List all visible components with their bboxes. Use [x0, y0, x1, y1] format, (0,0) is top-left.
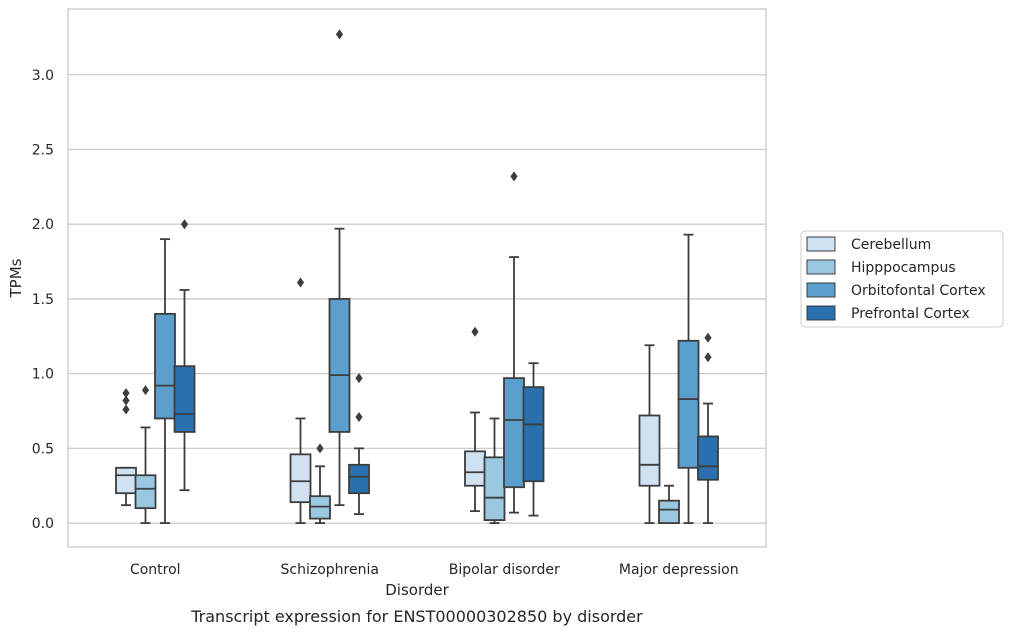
- y-tick-label: 1.0: [32, 367, 54, 383]
- box-plot: [115, 388, 137, 507]
- outlier-point: [704, 332, 712, 343]
- x-axis-title: Disorder: [385, 581, 449, 599]
- box-plot: [289, 277, 312, 524]
- legend-label: Cerebellum: [851, 237, 931, 253]
- box-plot: [677, 233, 700, 524]
- y-tick-label: 0.0: [32, 516, 54, 532]
- legend-swatch: [806, 236, 836, 252]
- legend-swatch: [806, 259, 836, 275]
- box-plot: [464, 326, 486, 513]
- legend: Cerebellum Hipppocampus Orbitofontal Cor…: [800, 230, 1004, 328]
- box-plot: [638, 344, 661, 524]
- box-plot: [348, 373, 370, 516]
- box-iqr: [677, 339, 700, 469]
- outlier-point: [355, 411, 363, 422]
- box-plot: [309, 443, 331, 524]
- box-plot: [522, 362, 545, 517]
- y-tick-label: 2.5: [32, 142, 54, 158]
- figure-caption: Transcript expression for ENST0000030285…: [190, 607, 643, 626]
- box-iqr: [115, 466, 137, 495]
- legend-swatch: [806, 305, 836, 321]
- box-iqr: [697, 435, 719, 481]
- box-plot: [697, 332, 719, 524]
- x-tick-label: Major depression: [619, 562, 739, 578]
- box-plot: [134, 385, 157, 524]
- legend-entry: Cerebellum: [806, 236, 931, 253]
- y-tick-label: 0.5: [32, 441, 54, 457]
- box-iqr: [328, 298, 351, 433]
- y-tick-label: 2.0: [32, 217, 54, 233]
- legend-entry: Hipppocampus: [806, 259, 956, 276]
- box-iqr: [464, 450, 486, 487]
- gridlines: [68, 74, 766, 524]
- x-tick-label: Bipolar disorder: [449, 562, 560, 578]
- box-iqr: [638, 414, 661, 487]
- legend-label: Hipppocampus: [851, 260, 956, 276]
- legend-frame: [800, 230, 1004, 328]
- outlier-point: [180, 219, 189, 230]
- x-tick-label: Control: [130, 562, 181, 578]
- box-plot: [154, 238, 176, 524]
- outlier-point: [296, 277, 305, 288]
- box-iqr: [348, 463, 370, 495]
- outlier-point: [122, 388, 130, 399]
- box-plot: [658, 484, 680, 524]
- outlier-point: [510, 171, 518, 182]
- box-plot: [173, 219, 196, 492]
- legend-label: Prefrontal Cortex: [851, 306, 970, 322]
- box-plot: [483, 417, 506, 524]
- outlier-point: [704, 352, 712, 363]
- box-iqr: [503, 377, 525, 489]
- box-iqr: [173, 365, 196, 433]
- y-tick-label: 1.5: [32, 292, 54, 308]
- legend-entry: Prefrontal Cortex: [806, 305, 970, 322]
- box-plot: [328, 29, 351, 507]
- outlier-point: [122, 404, 130, 415]
- plot-area: [67, 8, 767, 548]
- y-axis-title: TPMs: [7, 258, 25, 298]
- outlier-point: [122, 395, 130, 406]
- y-tick-label: 3.0: [32, 68, 54, 84]
- box-plot: [503, 171, 525, 514]
- outlier-point: [355, 373, 363, 384]
- outlier-point: [471, 326, 479, 337]
- outlier-point: [335, 29, 344, 40]
- legend-swatch: [806, 282, 836, 298]
- boxes: [115, 29, 719, 524]
- legend-label: Orbitofontal Cortex: [851, 283, 986, 299]
- x-axis-ticks: Control Schizophrenia Bipolar disorder Majo…: [130, 562, 739, 578]
- outlier-point: [316, 443, 324, 454]
- box-iqr: [483, 456, 506, 522]
- x-tick-label: Schizophrenia: [281, 562, 379, 578]
- y-axis-ticks: 0.0 0.5 1.0 1.5 2.0 2.5 3.0: [32, 68, 54, 532]
- box-iqr: [658, 499, 680, 524]
- legend-entry: Orbitofontal Cortex: [806, 282, 986, 299]
- box-iqr: [522, 386, 545, 483]
- box-iqr: [289, 453, 312, 504]
- outlier-point: [141, 385, 150, 396]
- box-iqr: [154, 312, 176, 420]
- box-iqr: [134, 474, 157, 510]
